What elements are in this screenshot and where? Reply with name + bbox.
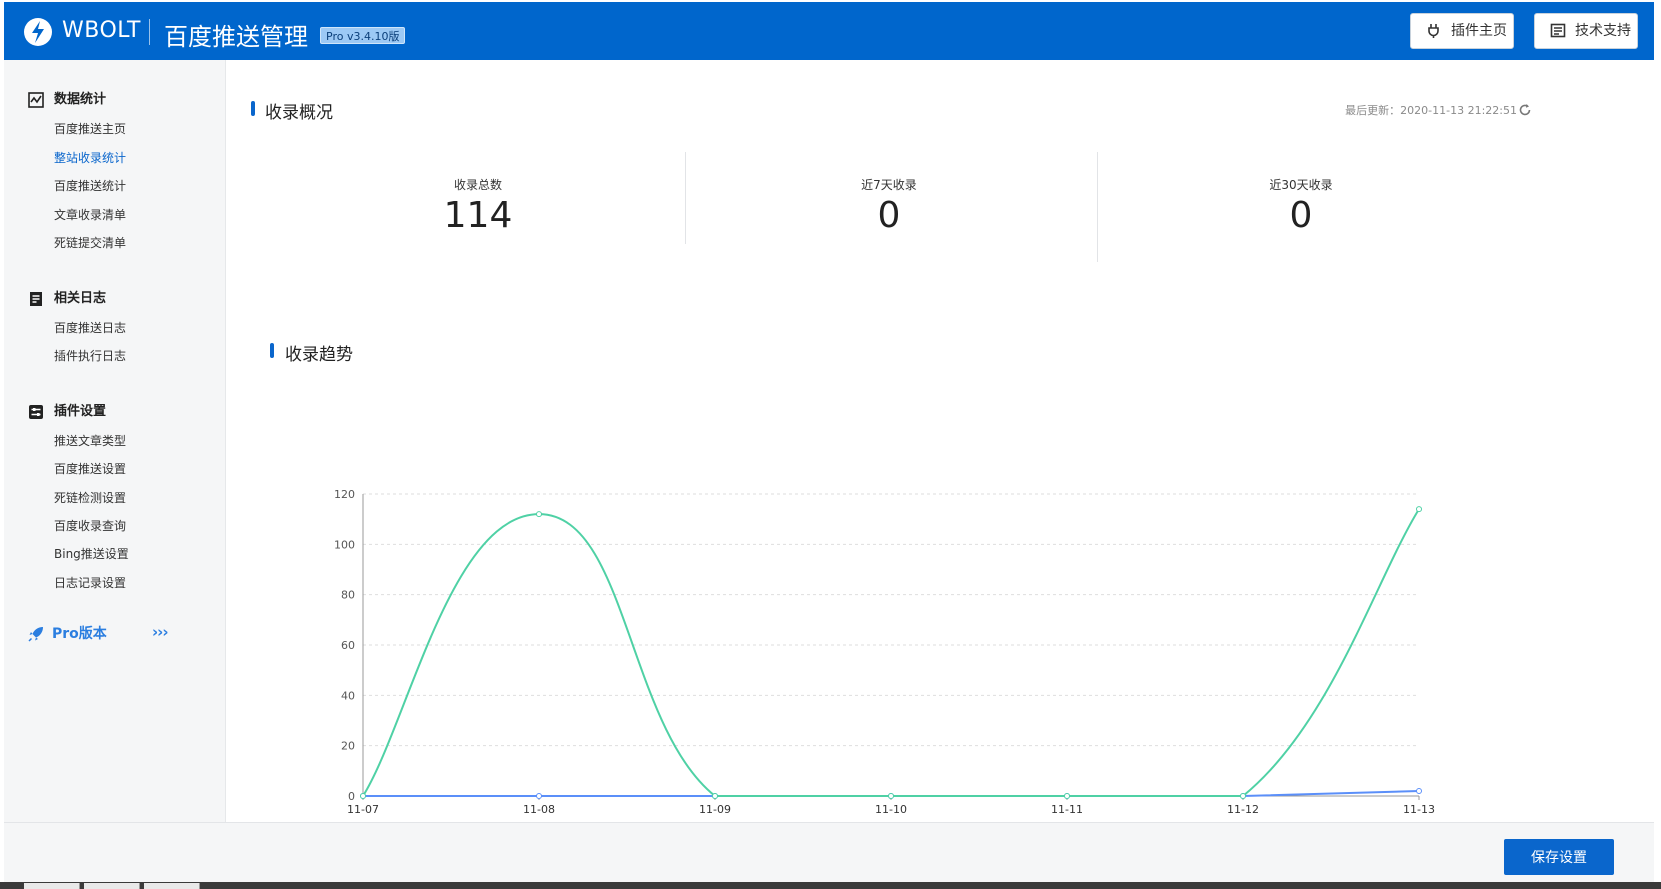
data-point — [1416, 787, 1422, 794]
y-tick-label: 60 — [341, 639, 355, 652]
data-point — [888, 793, 894, 799]
plug-icon — [1428, 24, 1439, 38]
data-point — [536, 511, 542, 518]
data-point — [712, 793, 718, 799]
taskbar-tab[interactable] — [144, 883, 200, 889]
x-tick-label: 11-11 — [1051, 803, 1083, 814]
data-point — [1240, 793, 1246, 799]
y-tick-label: 80 — [341, 589, 355, 602]
stat-divider — [1097, 152, 1098, 262]
sidebar-item-plugin-exec-log[interactable]: 插件执行日志 — [54, 349, 127, 363]
stat-value: 0 — [877, 195, 901, 236]
sidebar-item-baidu-index-query[interactable]: 百度收录查询 — [54, 519, 127, 533]
sidebar-item-baidu-push-settings[interactable]: 百度推送设置 — [54, 462, 127, 476]
y-tick-label: 100 — [334, 538, 355, 551]
taskbar-tab[interactable] — [24, 883, 80, 889]
section-marker — [270, 343, 274, 358]
sidebar-item-deadlink-list[interactable]: 死链提交清单 — [54, 236, 127, 250]
y-tick-label: 20 — [341, 740, 355, 753]
x-tick-label: 11-10 — [875, 803, 907, 814]
stat-value: 114 — [443, 195, 513, 236]
sidebar-item-site-index-stats[interactable]: 整站收录统计 — [54, 151, 127, 165]
page-title: 百度推送管理 — [164, 23, 308, 51]
sidebar-item-article-index-list[interactable]: 文章收录清单 — [54, 208, 127, 222]
stat-label: 收录总数 — [453, 178, 502, 192]
taskbar — [0, 882, 1661, 889]
sidebar: 数据统计 百度推送主页 整站收录统计 百度推送统计 文章收录清单 死链提交清单 … — [4, 60, 226, 822]
version-badge: Pro v3.4.10版 — [320, 27, 406, 44]
rocket-icon — [28, 627, 43, 642]
stat-30day-index: 近30天收录 0 — [1096, 176, 1506, 238]
main-content: 收录概况 最后更新：2020-11-13 21:22:51 收录总数 114 近… — [227, 60, 1654, 822]
sidebar-group-logs: 相关日志 — [24, 289, 106, 309]
footer-bar: 保存设置 — [4, 822, 1654, 884]
trend-line-chart: 0 20 40 60 80 100 120 11-07 11-08 11-09 11-10 11-11… — [334, 488, 1435, 814]
sidebar-group-logs-label: 相关日志 — [54, 291, 107, 306]
x-tick-label: 11-12 — [1227, 803, 1259, 814]
pro-arrows-icon[interactable]: ››› — [152, 623, 169, 641]
stat-total-index: 收录总数 114 — [273, 176, 683, 238]
pro-version-label: Pro版本 — [52, 626, 107, 642]
sidebar-item-baidu-push-stats[interactable]: 百度推送统计 — [54, 179, 127, 193]
stat-value: 0 — [1289, 195, 1313, 236]
data-point — [1064, 793, 1070, 799]
app-window: WBOLT 百度推送管理 Pro v3.4.10版 插件主页 技术支持 数据统计 — [4, 2, 1654, 884]
plugin-home-label: 插件主页 — [1451, 23, 1507, 39]
y-tick-label: 0 — [348, 790, 355, 803]
save-settings-button[interactable]: 保存设置 — [1504, 839, 1614, 875]
stat-label: 近30天收录 — [1269, 178, 1333, 192]
data-point — [360, 793, 366, 799]
x-tick-label: 11-08 — [523, 803, 555, 814]
support-button[interactable]: 技术支持 — [1534, 13, 1638, 49]
sidebar-item-log-settings[interactable]: 日志记录设置 — [54, 576, 127, 590]
data-point — [536, 793, 542, 799]
chart-icon — [28, 92, 44, 108]
series-line — [362, 508, 1420, 797]
sidebar-group-settings-label: 插件设置 — [54, 404, 107, 419]
document-icon — [30, 292, 42, 306]
sidebar-item-push-post-types[interactable]: 推送文章类型 — [54, 434, 127, 448]
support-doc-icon — [1550, 23, 1566, 38]
x-tick-label: 11-07 — [347, 803, 379, 814]
sidebar-item-bing-push-settings[interactable]: Bing推送设置 — [54, 547, 129, 561]
bolt-logo-icon — [24, 18, 52, 46]
taskbar-tab[interactable] — [84, 883, 140, 889]
sidebar-group-stats-label: 数据统计 — [54, 92, 107, 107]
sidebar-group-settings: 插件设置 — [24, 402, 106, 422]
sidebar-item-baidu-push-home[interactable]: 百度推送主页 — [54, 122, 127, 136]
brand-name: WBOLT — [62, 18, 141, 43]
sidebar-item-deadlink-settings[interactable]: 死链检测设置 — [54, 491, 127, 505]
top-header: WBOLT 百度推送管理 Pro v3.4.10版 插件主页 技术支持 — [4, 2, 1654, 60]
stat-7day-index: 近7天收录 0 — [684, 176, 1094, 238]
last-update-text: 最后更新：2020-11-13 21:22:51 — [1345, 104, 1517, 117]
section-marker — [251, 101, 255, 116]
refresh-icon[interactable] — [1518, 103, 1532, 117]
sliders-icon — [29, 405, 43, 419]
data-point — [1416, 506, 1422, 513]
pro-version-link[interactable]: Pro版本 — [24, 624, 107, 644]
overview-title: 收录概况 — [265, 103, 333, 123]
y-tick-label: 120 — [334, 488, 355, 501]
y-tick-label: 40 — [341, 689, 355, 702]
x-tick-label: 11-09 — [699, 803, 731, 814]
x-tick-label: 11-13 — [1403, 803, 1435, 814]
stat-divider — [685, 152, 686, 244]
brand-divider — [149, 19, 150, 45]
sidebar-item-baidu-push-log[interactable]: 百度推送日志 — [54, 321, 127, 335]
trend-title: 收录趋势 — [285, 345, 353, 365]
sidebar-group-stats: 数据统计 — [24, 90, 106, 110]
plugin-home-button[interactable]: 插件主页 — [1410, 13, 1514, 49]
stat-label: 近7天收录 — [861, 178, 917, 192]
support-label: 技术支持 — [1575, 23, 1631, 39]
